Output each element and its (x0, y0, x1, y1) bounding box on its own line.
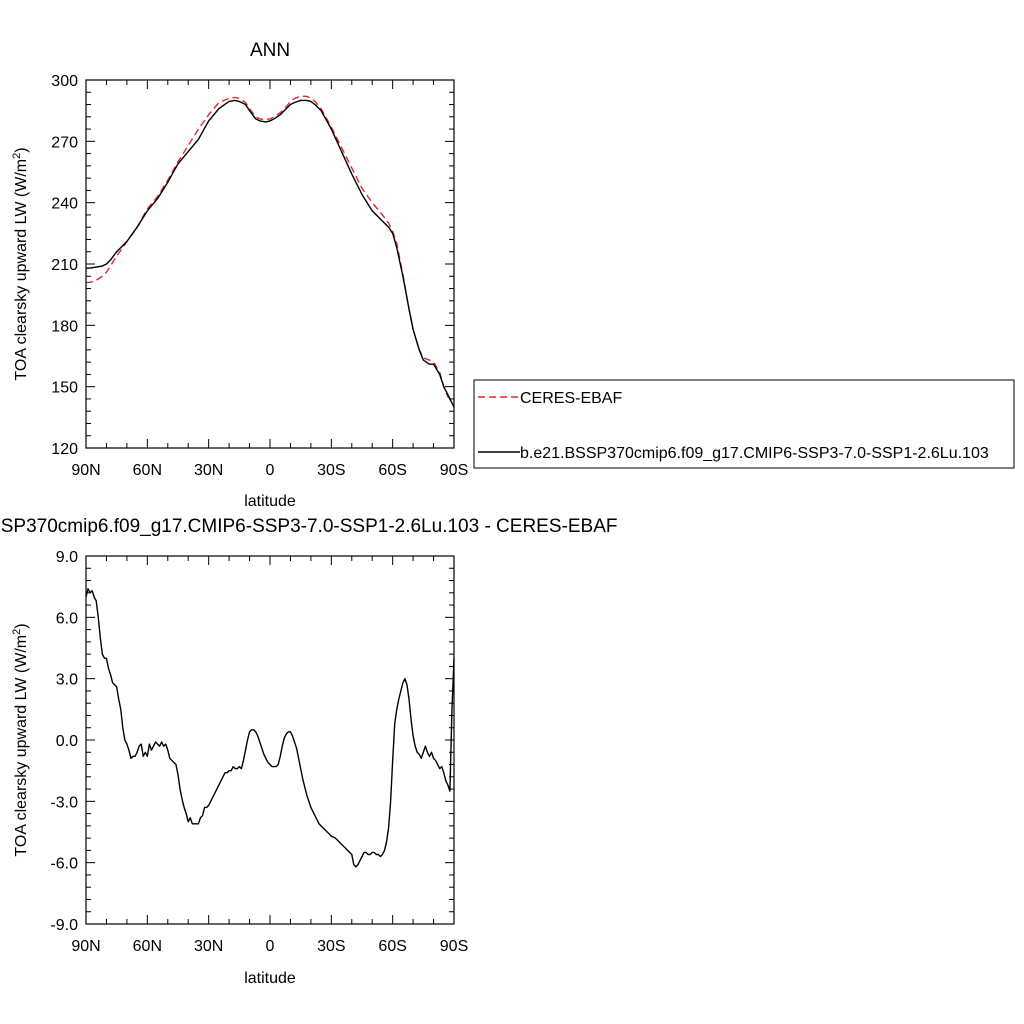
top-x-tick-label-60s: 60S (378, 462, 406, 479)
top-x-tick-label-90s: 90S (440, 462, 468, 479)
top-series-model-line (86, 99, 455, 408)
top-x-tick-label-90n: 90N (71, 462, 100, 479)
legend-box (473, 379, 1015, 469)
bottom-x-tick-label-0: 0 (266, 938, 275, 955)
top-y-tick-label-150: 150 (51, 380, 78, 397)
legend: CERES-EBAF b.e21.BSSP370cmip6.f09_g17.CM… (473, 379, 1015, 469)
bottom-y-tick-label-3-0: -3.0 (50, 794, 78, 811)
bottom-y-tick-label-9-0: -9.0 (50, 917, 78, 934)
legend-label-ceres-ebaf: CERES-EBAF (520, 390, 622, 407)
top-y-tick-label-120: 120 (51, 441, 78, 458)
bottom-y-tick-label-9-0: 9.0 (56, 549, 78, 566)
top-panel-y-axis-label-main: TOA clearsky upward LW (W/m (13, 159, 30, 381)
bottom-panel-title: b.e21.BSSP370cmip6.f09_g17.CMIP6-SSP3-7.… (0, 516, 617, 537)
bottom-y-tick-label-6-0: -6.0 (50, 856, 78, 873)
bottom-panel-ticks (85, 556, 454, 925)
bottom-x-tick-label-30n: 30N (194, 938, 223, 955)
bottom-panel-tick-labels: 90N 60N 30N 0 30S 60S 90S -9.0 -6.0 -3.0 0.0 3.0 6.0… (50, 549, 468, 955)
top-y-tick-label-180: 180 (51, 318, 78, 335)
top-x-tick-label-0: 0 (266, 462, 275, 479)
top-y-tick-label-240: 240 (51, 196, 78, 213)
bottom-x-tick-label-90s: 90S (440, 938, 468, 955)
bottom-panel-y-axis-label-sup: 2 (11, 629, 23, 635)
top-y-tick-label-270: 270 (51, 134, 78, 151)
bottom-x-tick-label-60n: 60N (133, 938, 162, 955)
top-y-tick-label-210: 210 (51, 257, 78, 274)
bottom-panel-series (85, 588, 455, 868)
bottom-y-tick-label-0-0: 0.0 (56, 733, 78, 750)
bottom-x-tick-label-30s: 30S (317, 938, 345, 955)
bottom-panel-difference: b.e21.BSSP370cmip6.f09_g17.CMIP6-SSP3-7.… (0, 516, 617, 987)
bottom-panel-y-axis-label-close: ) (13, 623, 30, 628)
top-panel-frame (85, 79, 455, 449)
top-series-ceres-ebaf-line (86, 95, 455, 402)
bottom-panel-frame (85, 555, 455, 925)
bottom-panel-x-axis-label: latitude (244, 970, 296, 987)
top-panel-y-axis-label-sup: 2 (11, 153, 23, 159)
top-panel-y-axis-label: TOA clearsky upward LW (W/m2) (11, 147, 30, 380)
top-panel-tick-labels: 90N 60N 30N 0 30S 60S 90S 120 150 180 210 240 270 300 (51, 73, 468, 479)
bottom-x-tick-label-60s: 60S (378, 938, 406, 955)
bottom-y-tick-label-6-0: 6.0 (56, 610, 78, 627)
bottom-x-tick-label-90n: 90N (71, 938, 100, 955)
bottom-panel-y-axis-label-main: TOA clearsky upward LW (W/m (13, 635, 30, 857)
top-panel-ticks (85, 80, 454, 449)
top-panel-title: ANN (250, 40, 290, 61)
top-panel-ann: ANN 90N 60N 30N 0 30S 60S 90S 120 150 180 210 240 27… (11, 40, 468, 510)
bottom-panel-y-axis-label: TOA clearsky upward LW (W/m2) (11, 623, 30, 856)
top-x-tick-label-30n: 30N (194, 462, 223, 479)
bottom-series-difference-line (85, 588, 455, 868)
legend-label-model: b.e21.BSSP370cmip6.f09_g17.CMIP6-SSP3-7.… (520, 445, 989, 462)
top-y-tick-label-300: 300 (51, 73, 78, 90)
top-panel-y-axis-label-close: ) (13, 147, 30, 152)
top-panel-series (86, 95, 455, 408)
top-x-tick-label-30s: 30S (317, 462, 345, 479)
bottom-y-tick-label-3-0: 3.0 (56, 672, 78, 689)
top-panel-x-axis-label: latitude (244, 493, 296, 510)
top-x-tick-label-60n: 60N (133, 462, 162, 479)
